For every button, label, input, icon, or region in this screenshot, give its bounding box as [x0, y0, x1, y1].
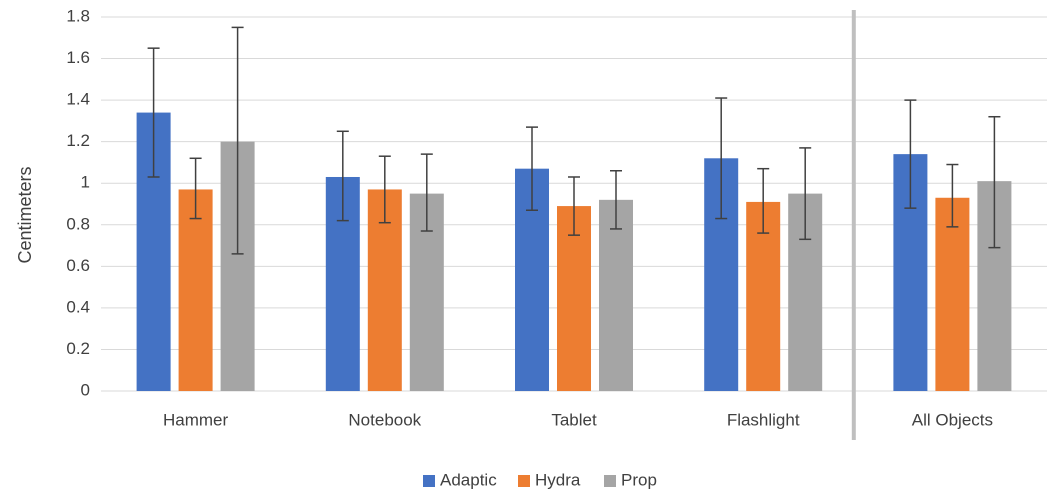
- legend-swatch: [518, 475, 530, 487]
- legend-item-prop: Prop: [604, 470, 657, 489]
- y-tick-label: 1.4: [66, 90, 90, 109]
- x-axis-category-labels: Hammer Notebook Tablet Flashlight All Object…: [163, 410, 993, 429]
- legend-swatch: [423, 475, 435, 487]
- x-category-label: Notebook: [348, 410, 421, 429]
- bar-hydra-tablet: [557, 206, 591, 391]
- bars: [136, 112, 1012, 392]
- y-tick-label: 0: [81, 380, 90, 399]
- legend-label: Prop: [621, 470, 657, 489]
- y-tick-label: 0.2: [66, 339, 90, 358]
- bar-hydra-all-objects: [935, 197, 970, 391]
- bar-hydra-hammer: [178, 189, 213, 391]
- y-tick-label: 0.8: [66, 214, 90, 233]
- x-category-label: All Objects: [912, 410, 993, 429]
- legend-item-hydra: Hydra: [518, 470, 581, 489]
- y-tick-label: 1.2: [66, 131, 90, 150]
- error-bars: [147, 26, 1001, 255]
- legend: Adaptic Hydra Prop: [423, 470, 657, 489]
- legend-label: Adaptic: [440, 470, 497, 489]
- x-category-label: Tablet: [551, 410, 597, 429]
- x-category-label: Flashlight: [727, 410, 800, 429]
- legend-item-adaptic: Adaptic: [423, 470, 497, 489]
- y-tick-label: 1.6: [66, 48, 90, 67]
- y-axis-tick-labels: 0 0.2 0.4 0.6 0.8 1 1.2 1.4 1.6 1.8: [66, 6, 90, 399]
- legend-swatch: [604, 475, 616, 487]
- y-tick-label: 0.6: [66, 256, 90, 275]
- y-tick-label: 1: [81, 173, 90, 192]
- legend-label: Hydra: [535, 470, 581, 489]
- x-category-label: Hammer: [163, 410, 229, 429]
- y-tick-label: 0.4: [66, 297, 90, 316]
- bar-prop-tablet: [599, 199, 633, 391]
- y-tick-label: 1.8: [66, 6, 90, 25]
- y-axis-title: Centimeters: [15, 166, 35, 263]
